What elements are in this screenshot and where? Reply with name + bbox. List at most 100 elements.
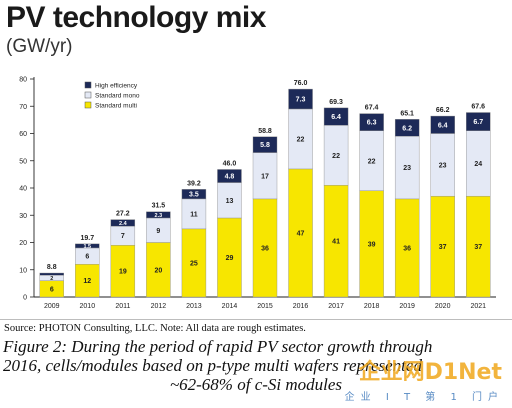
caption-line: 2016, cells/modules based on p-type mult… [3,356,422,375]
y-tick-label: 10 [19,267,27,274]
bar-segment [39,272,64,276]
watermark-logo: 企业网D1Net [358,360,502,385]
bar-segment [252,152,278,200]
segment-label: 7 [121,233,125,240]
segment-label: 24 [474,161,482,168]
segment-label: 22 [297,136,305,143]
segment-label: 3.5 [189,192,199,199]
legend-label: High efficiency [95,83,138,90]
segment-label: 25 [190,260,198,267]
legend-swatch [84,91,92,99]
bar-segment [146,242,171,298]
bar-segment [217,217,242,298]
total-label: 8.8 [47,264,57,271]
bar-segment [252,198,278,298]
legend-swatch [84,101,92,109]
total-label: 67.6 [471,104,485,111]
y-tick-label: 40 [19,186,27,193]
caption-line: ~62-68% of c-Si modules [169,375,343,394]
total-label: 19.7 [80,235,94,242]
segment-label: 6.4 [331,114,341,121]
bar-segment [75,264,100,298]
y-tick-label: 0 [23,295,27,302]
bar-segment [217,182,242,219]
source-note: Source: PHOTON Consulting, LLC. Note: Al… [4,323,306,334]
x-tick-label: 2017 [328,303,344,310]
x-tick-label: 2014 [222,303,238,310]
caption-line: Figure 2: During the period of rapid PV … [3,337,433,356]
x-tick-label: 2010 [80,303,96,310]
total-label: 69.3 [329,99,343,106]
segment-label: 2.3 [155,213,163,219]
bar-segment [323,125,349,186]
chart-title: PV technology mix [6,1,266,34]
y-tick-label: 30 [19,213,27,220]
total-label: 46.0 [223,160,237,167]
bar-segment [359,130,384,191]
bar-segment [75,243,100,249]
segment-label: 6.7 [473,119,483,126]
segment-label: 13 [226,198,234,205]
bar-segment [394,119,420,137]
segment-label: 36 [403,245,411,252]
segment-label: 6.3 [367,120,377,127]
y-tick-label: 60 [19,131,27,138]
y-tick-label: 50 [19,158,27,165]
bar-segment [288,88,313,110]
segment-label: 29 [226,255,234,262]
watermark-tagline: 企业 I T 第 1 门户 [344,392,504,403]
segment-label: 6.4 [438,122,448,129]
total-label: 67.4 [365,105,379,112]
bar-segment [394,136,420,200]
segment-label: 6 [50,286,54,293]
y-tick-label: 20 [19,240,27,247]
total-label: 27.2 [116,211,130,218]
segment-label: 1.5 [83,244,91,250]
bar-segment [146,217,171,243]
segment-label: 2 [50,276,53,282]
bar-segment [466,195,491,298]
segment-label: 6.2 [402,125,412,132]
bar-segment [181,189,207,200]
segment-label: 11 [190,211,198,218]
divider [0,319,512,320]
chart-unit: (GW/yr) [6,36,73,57]
segment-label: 20 [154,267,162,274]
bar-segment [181,198,207,230]
total-label: 31.5 [152,203,166,210]
bar-segment [466,112,491,131]
x-tick-label: 2009 [44,303,60,310]
bar-segment [181,228,207,298]
segment-label: 39 [368,241,376,248]
segment-label: 9 [156,228,160,235]
x-tick-label: 2016 [293,303,309,310]
x-tick-label: 2018 [364,303,380,310]
segment-label: 23 [439,162,447,169]
stacked-bar-chart: 0 10 20 30 40 50 60 70 80 6 2 8.8 2009 12 6 1.5 19.7 2010… [19,77,496,310]
segment-label: 4.8 [225,174,235,181]
segment-label: 22 [368,158,376,165]
segment-label: 5.8 [260,142,270,149]
bar-segment [323,185,349,298]
bar-segment [466,130,491,197]
bar-segment [359,190,384,298]
bar-segment [217,169,242,183]
segment-label: 17 [261,173,269,180]
figure-caption: Figure 2: During the period of rapid PV … [3,337,509,394]
total-label: 65.1 [400,110,414,117]
total-label: 76.0 [294,80,308,87]
legend-label: Standard multi [95,103,137,110]
x-tick-label: 2013 [186,303,202,310]
segment-label: 19 [119,269,127,276]
segment-label: 6 [85,254,89,261]
bar-segment [359,113,384,131]
segment-label: 12 [83,278,91,285]
bar-segment [288,168,313,298]
segment-label: 36 [261,245,269,252]
legend-swatch [84,81,92,89]
x-tick-label: 2011 [115,303,130,310]
x-tick-label: 2019 [399,303,415,310]
x-tick-label: 2021 [470,303,486,310]
segment-label: 2.4 [119,221,128,227]
